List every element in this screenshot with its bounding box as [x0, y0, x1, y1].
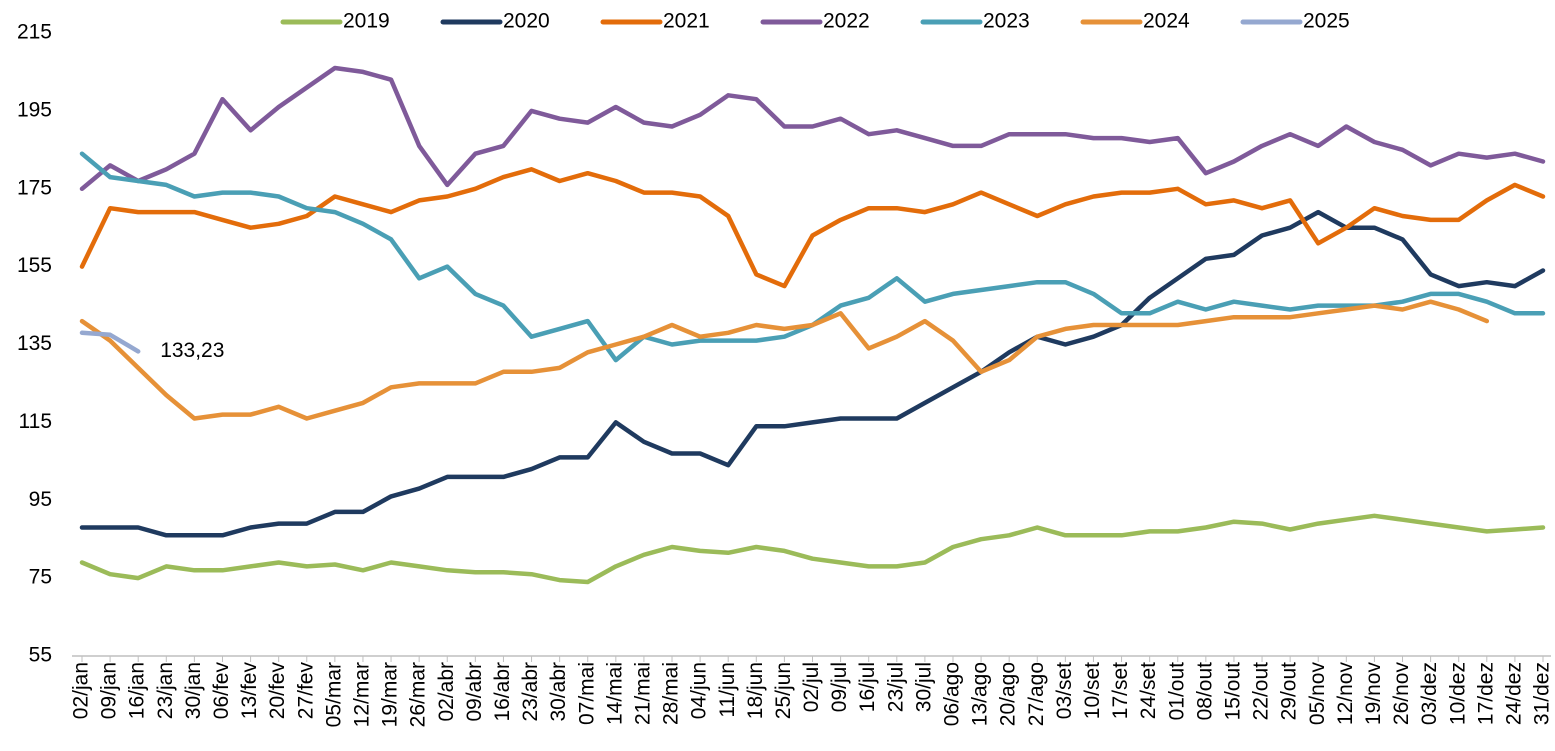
legend-label: 2020: [503, 10, 550, 33]
x-tick-label: 07/mai: [575, 662, 598, 725]
y-tick-label: 135: [17, 332, 52, 355]
series-line: [79, 513, 1546, 585]
x-tick-label: 26/mar: [407, 662, 430, 727]
series-line: [79, 151, 1546, 363]
x-tick-label: 05/nov: [1306, 662, 1329, 726]
x-tick-label: 02/jan: [70, 662, 93, 719]
x-tick-label: 29/out: [1278, 662, 1301, 721]
x-tick-label: 20/ago: [997, 662, 1020, 726]
x-tick-label: 26/nov: [1390, 662, 1413, 726]
x-tick-label: 12/mar: [351, 662, 374, 727]
x-tick-label: 27/fev: [294, 662, 317, 720]
x-tick-label: 23/jul: [884, 662, 907, 712]
y-tick-label: 95: [29, 488, 52, 511]
x-tick-label: 27/ago: [1025, 662, 1048, 726]
series-line: [79, 65, 1546, 192]
x-tick-label: 30/abr: [547, 662, 570, 722]
x-tick-label: 25/jun: [772, 662, 795, 719]
x-tick-label: 06/ago: [941, 662, 964, 726]
x-tick-label: 24/set: [1137, 662, 1160, 719]
x-tick-label: 04/jun: [688, 662, 711, 719]
x-tick-label: 06/fev: [210, 662, 233, 720]
x-tick-label: 09/jan: [98, 662, 121, 719]
x-tick-label: 10/set: [1081, 662, 1104, 719]
y-tick-label: 175: [17, 176, 52, 199]
series-line: [79, 167, 1546, 289]
y-tick-label: 215: [17, 21, 52, 44]
x-tick-label: 09/abr: [463, 662, 486, 722]
legend-label: 2024: [1143, 10, 1190, 33]
series-line: [79, 209, 1546, 538]
y-tick-label: 55: [29, 644, 52, 667]
x-tick-label: 17/dez: [1474, 662, 1497, 725]
x-tick-label: 23/abr: [519, 662, 542, 722]
x-tick-label: 19/mar: [379, 662, 402, 727]
series-line: [79, 330, 141, 354]
x-tick-label: 10/dez: [1446, 662, 1469, 725]
x-tick-label: 24/dez: [1502, 662, 1525, 725]
x-tick-label: 21/mai: [631, 662, 654, 725]
x-tick-label: 12/nov: [1334, 662, 1357, 726]
x-tick-label: 19/nov: [1362, 662, 1385, 726]
legend-label: 2022: [823, 10, 870, 33]
x-tick-label: 13/fev: [238, 662, 261, 720]
x-tick-label: 16/abr: [491, 662, 514, 722]
series-line: [79, 299, 1490, 421]
legend-label: 2019: [343, 10, 390, 33]
x-tick-label: 16/jan: [126, 662, 149, 719]
x-tick-label: 15/out: [1221, 662, 1244, 721]
x-tick-label: 16/jul: [856, 662, 879, 712]
x-tick-label: 03/dez: [1418, 662, 1441, 725]
x-tick-label: 09/jul: [828, 662, 851, 712]
x-tick-label: 02/jul: [800, 662, 823, 712]
value-label: 133,23: [160, 339, 224, 362]
x-tick-label: 01/out: [1165, 662, 1188, 721]
x-tick-label: 08/out: [1193, 662, 1216, 721]
x-tick-label: 20/fev: [266, 662, 289, 720]
x-tick-label: 23/jan: [154, 662, 177, 719]
x-tick-label: 14/mai: [603, 662, 626, 725]
x-tick-label: 22/out: [1250, 662, 1273, 721]
x-tick-label: 30/jan: [182, 662, 205, 719]
x-tick-label: 17/set: [1109, 662, 1132, 719]
x-tick-label: 11/jun: [716, 662, 739, 718]
x-tick-label: 30/jul: [912, 662, 935, 712]
x-tick-label: 02/abr: [435, 662, 458, 722]
legend-label: 2021: [663, 10, 710, 33]
legend-label: 2025: [1303, 10, 1350, 33]
x-tick-label: 03/set: [1053, 662, 1076, 719]
y-tick-label: 75: [29, 566, 52, 589]
x-tick-label: 31/dez: [1531, 662, 1554, 725]
legend-label: 2023: [983, 10, 1030, 33]
y-tick-label: 195: [17, 98, 52, 121]
y-tick-label: 115: [19, 410, 52, 433]
x-tick-label: 13/ago: [969, 662, 992, 726]
x-tick-label: 28/mai: [660, 662, 683, 725]
x-tick-label: 18/jun: [744, 662, 767, 719]
x-tick-label: 05/mar: [322, 662, 345, 727]
y-tick-label: 155: [17, 254, 52, 277]
